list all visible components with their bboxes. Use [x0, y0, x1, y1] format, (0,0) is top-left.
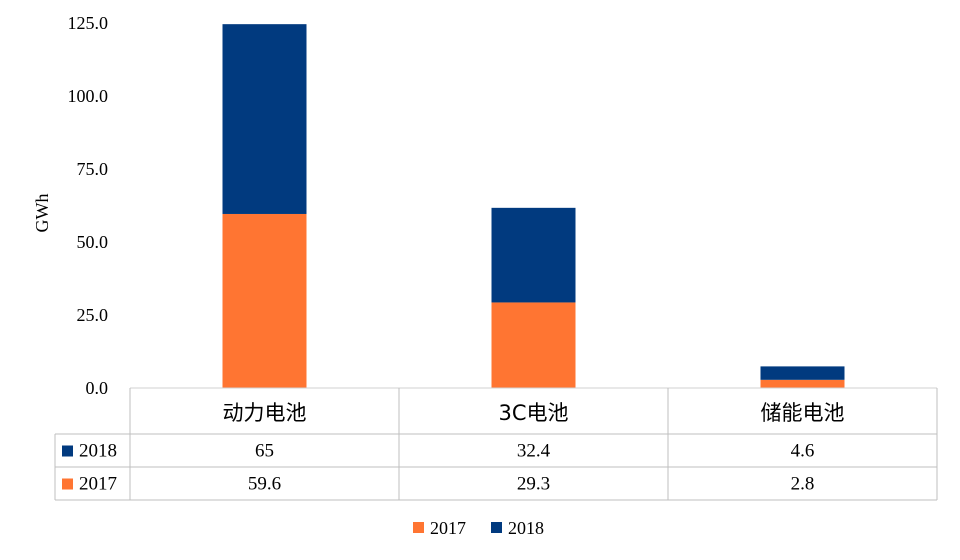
table-cell: 65: [255, 441, 274, 462]
y-tick-label: 25.0: [77, 305, 109, 325]
row-key-label: 2018: [79, 441, 117, 462]
data-table: 动力电池 3C电池 储能电池 2018 65 32.4 4.6 2017 59.6 29.3 2.8: [54, 387, 938, 501]
bar-2017-3: [760, 379, 845, 388]
table-cell: 29.3: [517, 474, 550, 495]
legend-swatch: [413, 522, 424, 533]
table-cell: 2.8: [791, 474, 815, 495]
row-key-swatch: [62, 478, 73, 490]
row-key-label: 2017: [79, 474, 117, 495]
table-cell: 4.6: [791, 441, 815, 462]
legend-label: 2017: [430, 518, 466, 538]
bar-2018-1: [222, 24, 307, 214]
bar-2018-2: [491, 207, 576, 303]
y-axis: 0.0 25.0 50.0 75.0 100.0 125.0: [68, 13, 109, 398]
category-label: 3C电池: [498, 401, 568, 425]
bar-2017-1: [222, 213, 307, 388]
bars: [222, 24, 845, 388]
y-tick-label: 75.0: [77, 159, 109, 179]
category-label: 动力电池: [223, 401, 307, 425]
row-key-swatch: [62, 445, 73, 457]
category-label: 储能电池: [761, 401, 845, 425]
bar-2017-2: [491, 302, 576, 388]
legend: 2017 2018: [413, 518, 544, 538]
y-tick-label: 100.0: [68, 86, 109, 106]
y-axis-label: GWh: [32, 194, 52, 233]
legend-label: 2018: [508, 518, 544, 538]
y-tick-label: 0.0: [86, 378, 109, 398]
y-tick-label: 50.0: [77, 232, 109, 252]
y-tick-label: 125.0: [68, 13, 109, 33]
table-cell: 32.4: [517, 441, 551, 462]
table-cell: 59.6: [248, 474, 281, 495]
bar-2018-3: [760, 366, 845, 380]
legend-swatch: [491, 522, 502, 533]
